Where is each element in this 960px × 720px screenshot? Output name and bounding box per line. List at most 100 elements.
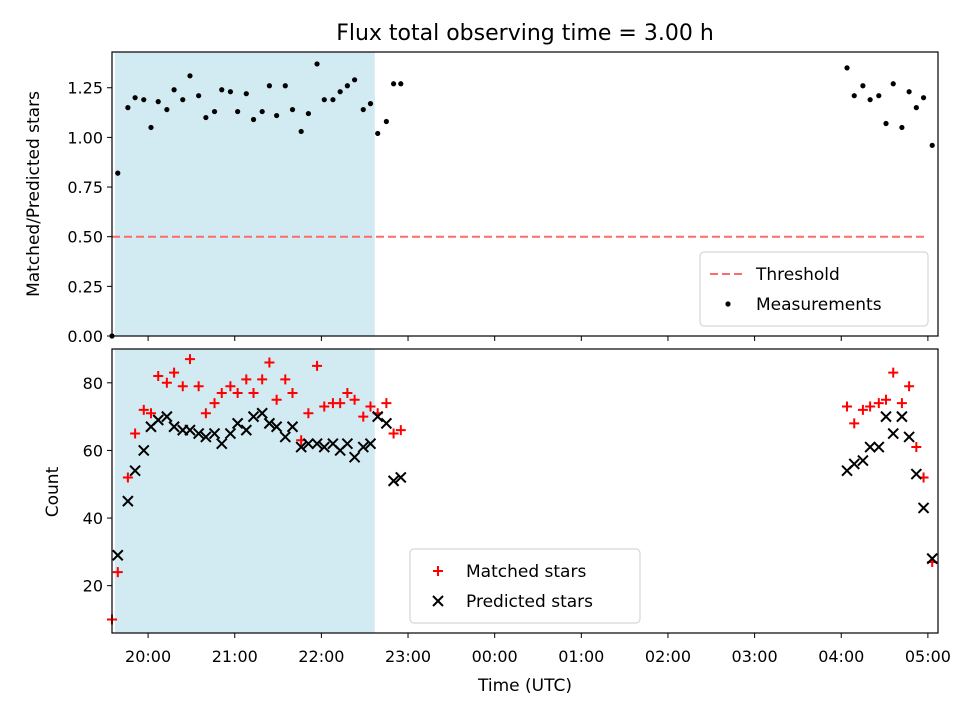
matched-stars-point: [873, 398, 884, 409]
x-tick-label: 21:00: [212, 647, 258, 666]
matched-stars-point: [280, 374, 291, 385]
predicted-stars-point: [302, 437, 315, 450]
predicted-stars-point: [311, 437, 323, 450]
x-tick-label: 02:00: [645, 647, 691, 666]
measurements-point: [305, 110, 311, 117]
predicted-stars-point: [857, 454, 869, 467]
predicted-stars-point: [917, 502, 930, 514]
y-tick-label: 0.50: [67, 228, 103, 247]
matched-stars-point: [381, 398, 392, 409]
y-tick-label: 40: [83, 509, 103, 528]
predicted-stars-point: [208, 427, 221, 440]
measurements-point: [920, 95, 927, 101]
x-tick-label: 01:00: [558, 647, 604, 666]
matched-stars-point: [184, 354, 195, 365]
measurements-point: [390, 81, 397, 87]
predicted-stars-point: [926, 552, 938, 565]
measurements-point: [203, 114, 209, 121]
measurements-point: [250, 116, 257, 123]
predicted-stars-point: [270, 421, 283, 433]
y-tick-label: 0.25: [67, 277, 103, 296]
measurements-point: [196, 93, 202, 99]
matched-stars-point: [388, 428, 399, 439]
ratio-panel-frame: [111, 51, 939, 337]
predicted-stars-point: [184, 424, 196, 436]
matched-stars-point: [200, 408, 211, 419]
predicted-stars-point: [357, 441, 369, 453]
y-tick-label: 60: [83, 441, 103, 460]
predicted-stars-point: [129, 465, 141, 477]
measurements-point: [259, 108, 265, 115]
legend-label-threshold: Threshold: [755, 265, 840, 285]
predicted-stars-point: [341, 437, 354, 450]
measurements-point: [266, 83, 273, 89]
matched-stars-point: [153, 371, 164, 382]
matched-stars-point: [264, 357, 275, 368]
predicted-stars-point: [887, 427, 899, 440]
x-tick-label: 22:00: [298, 647, 344, 666]
matched-stars-point: [122, 472, 133, 483]
measurements-point: [141, 97, 147, 103]
x-tick-label: 03:00: [732, 647, 778, 666]
matched-stars-point: [865, 401, 876, 412]
matched-stars-point: [349, 394, 360, 405]
predicted-stars-point: [192, 427, 205, 440]
measurements-point: [913, 105, 919, 111]
y-tick-label: 0.00: [67, 327, 103, 346]
x-tick-label: 20:00: [125, 647, 171, 666]
predicted-stars-point: [318, 441, 330, 453]
measurements-point: [282, 83, 288, 89]
x-tick-label: 00:00: [472, 647, 518, 666]
matched-stars-point: [169, 367, 180, 378]
measurements-point: [844, 65, 850, 71]
matched-stars-point: [312, 360, 323, 371]
matched-stars-point: [857, 404, 868, 415]
measurements-point: [367, 101, 374, 107]
ratio-legend: Threshold Measurements: [699, 251, 929, 327]
predicted-stars-point: [224, 427, 237, 440]
predicted-stars-point: [231, 417, 244, 430]
matched-stars-point: [271, 394, 282, 405]
matched-stars-point: [911, 442, 922, 453]
measurements-point: [132, 95, 138, 101]
legend-swatch-matched-stars: [433, 566, 443, 576]
measurements-point: [274, 112, 280, 119]
matched-stars-point: [248, 387, 259, 398]
legend-box: [699, 251, 929, 327]
matched-stars-point: [842, 401, 853, 412]
legend-label-matched-stars: Matched stars: [466, 562, 586, 582]
measurements-point: [314, 61, 320, 67]
matched-stars-point: [395, 425, 406, 436]
matched-stars-point: [342, 387, 353, 398]
measurements-point: [337, 89, 343, 95]
measurements-point: [321, 97, 327, 103]
legend-label-measurements: Measurements: [756, 295, 882, 315]
predicted-stars-point: [286, 421, 299, 433]
matched-stars-point: [303, 408, 314, 419]
measurements-point: [289, 106, 296, 113]
matched-stars-point: [209, 398, 220, 409]
predicted-stars-point: [371, 410, 384, 423]
matched-stars-point: [319, 401, 330, 412]
predicted-stars-point: [256, 407, 268, 419]
count-legend: Matched stars Predicted stars: [409, 548, 641, 624]
observing-interval-shade: [114, 349, 375, 633]
predicted-stars-point: [138, 444, 150, 457]
measurements-point: [180, 97, 186, 103]
matched-stars-point: [161, 377, 172, 388]
measurements-point: [899, 124, 905, 131]
y-tick-label: 0.75: [67, 178, 103, 197]
measurements-point: [344, 83, 350, 89]
predicted-stars-point: [910, 468, 923, 480]
matched-stars-point: [904, 381, 915, 392]
matched-stars-point: [138, 404, 149, 415]
x-tick-label: 05:00: [905, 647, 951, 666]
measurements-point: [298, 128, 304, 135]
predicted-stars-point: [348, 451, 361, 463]
predicted-stars-point: [247, 410, 260, 423]
predicted-stars-point: [395, 471, 407, 484]
measurements-point: [330, 97, 336, 103]
predicted-stars-point: [364, 437, 377, 450]
predicted-stars-point: [848, 458, 860, 470]
predicted-stars-point: [880, 410, 892, 423]
